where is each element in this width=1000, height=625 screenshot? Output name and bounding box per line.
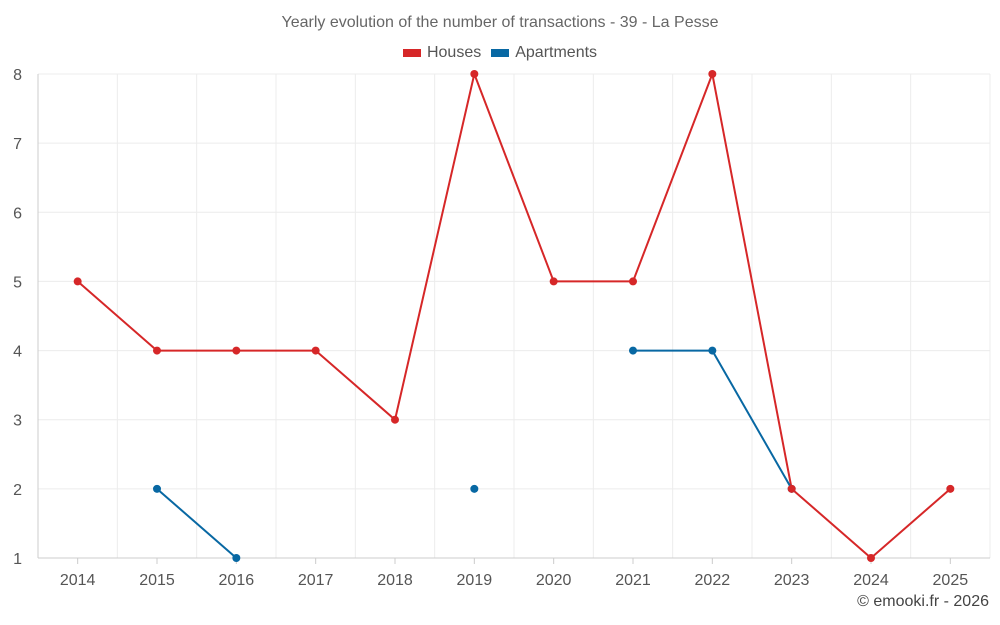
legend-swatch-houses [402, 49, 421, 57]
data-point-houses[interactable] [629, 277, 637, 286]
series-line-houses [76, 280, 158, 352]
series-line-houses [473, 73, 555, 283]
x-tick-label: 2015 [139, 572, 175, 589]
data-point-houses[interactable] [391, 415, 399, 424]
data-point-houses[interactable] [787, 484, 796, 493]
y-tick-label: 6 [13, 205, 22, 222]
data-point-houses[interactable] [311, 346, 320, 355]
data-point-apartments[interactable] [470, 484, 479, 493]
x-tick-label: 2025 [933, 572, 969, 589]
series-line-houses [314, 349, 396, 421]
series-line-houses [790, 487, 872, 559]
data-point-houses[interactable] [946, 484, 955, 493]
legend-swatch-apartments [491, 49, 510, 57]
chart-title: Yearly evolution of the number of transa… [281, 14, 719, 31]
data-point-houses[interactable] [470, 70, 479, 78]
data-point-houses[interactable] [73, 277, 82, 286]
x-tick-label: 2017 [298, 572, 334, 589]
x-tick-label: 2024 [853, 572, 889, 589]
series-houses [76, 73, 952, 559]
x-tick-label: 2023 [774, 572, 810, 589]
x-tick-label: 2021 [615, 572, 651, 589]
legend: Houses Apartments [0, 44, 1000, 62]
series-line-houses [394, 73, 476, 421]
data-point-apartments[interactable] [153, 484, 161, 493]
y-tick-label: 5 [13, 274, 22, 291]
x-tick-label: 2016 [219, 572, 255, 589]
data-point-apartments[interactable] [629, 346, 637, 355]
data-point-houses[interactable] [153, 346, 161, 355]
data-point-houses[interactable] [549, 277, 558, 286]
credit-text: © emooki.fr - 2026 [857, 593, 989, 610]
data-point-houses[interactable] [867, 554, 875, 562]
data-point-apartments[interactable] [232, 554, 241, 562]
y-tick-label: 2 [13, 482, 22, 499]
series-apartments [156, 349, 793, 559]
data-point-houses[interactable] [708, 70, 717, 78]
y-tick-label: 4 [13, 344, 22, 361]
x-tick-label: 2019 [457, 572, 493, 589]
x-tick-label: 2018 [377, 572, 413, 589]
legend-label-houses: Houses [426, 44, 482, 61]
y-tick-label: 3 [13, 413, 22, 430]
data-point-houses[interactable] [232, 346, 241, 355]
series-line-houses [711, 73, 793, 490]
y-tick-label: 1 [13, 551, 22, 568]
y-tick-label: 8 [13, 67, 22, 84]
x-tick-label: 2020 [536, 572, 572, 589]
x-tick-label: 2022 [695, 572, 731, 589]
series-line-houses [632, 73, 714, 283]
legend-item-houses[interactable]: Houses [402, 44, 482, 62]
series-line-apartments [711, 349, 793, 490]
series-line-houses [870, 487, 952, 559]
data-point-apartments[interactable] [708, 346, 717, 355]
x-tick-label: 2014 [60, 572, 96, 589]
legend-item-apartments[interactable]: Apartments [491, 44, 597, 62]
series-line-apartments [156, 487, 238, 559]
y-tick-label: 7 [13, 136, 22, 153]
legend-label-apartments: Apartments [515, 44, 598, 61]
